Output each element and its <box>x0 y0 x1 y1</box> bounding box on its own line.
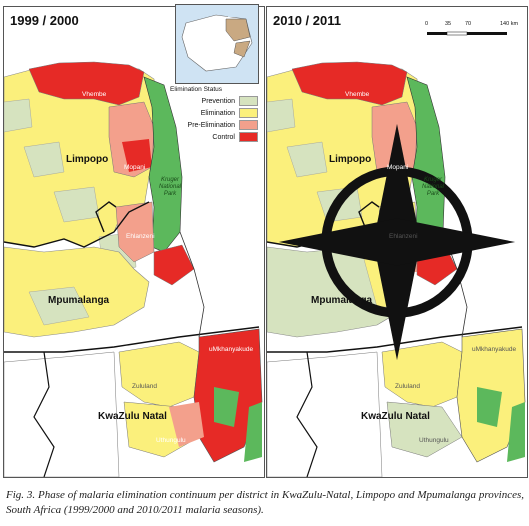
label-uthungulu: Uthungulu <box>156 437 186 444</box>
kzn-zululand <box>118 341 200 408</box>
kzn-border-west <box>33 351 55 477</box>
legend-swatch <box>239 108 258 118</box>
kzn-white-region <box>4 351 120 477</box>
label-mopani: Mopani <box>387 164 409 171</box>
scale-tick-0: 0 <box>425 21 429 27</box>
label-ehlanzeni: Ehlanzeni <box>389 233 418 240</box>
label-vhembe: Vhembe <box>82 91 107 98</box>
prevention-patch-1 <box>23 141 65 178</box>
inset-map-graphic <box>181 9 253 72</box>
legend-label: Elimination <box>200 109 235 117</box>
legend-title: Elimination Status <box>170 86 223 93</box>
legend-swatch <box>239 96 258 106</box>
label-kruger: Kruger National Park <box>158 177 181 197</box>
label-kwazulu: KwaZulu Natal <box>361 411 430 422</box>
vhembe-district <box>28 61 145 106</box>
legend-label: Control <box>212 133 235 141</box>
kzn-zululand <box>381 341 463 408</box>
provincial-border <box>4 201 150 248</box>
kzn-white-region <box>267 351 383 477</box>
kzn-park-green <box>477 387 502 427</box>
legend-label: Pre-Elimination <box>187 121 235 129</box>
kruger-park <box>143 76 183 253</box>
scale-bar: 0 35 70 140 km <box>425 21 525 45</box>
prevention-patch-4 <box>267 98 296 133</box>
scale-tick-35: 35 <box>445 21 452 27</box>
kzn-park-green <box>214 387 239 427</box>
map-panel-2010-2011: 2010 / 2011 0 35 70 140 km Limpopo Mpuma… <box>266 6 528 478</box>
scale-tick-70: 70 <box>465 21 472 27</box>
prevention-patch-4 <box>4 98 33 133</box>
legend-label: Prevention <box>201 97 235 105</box>
prevention-patch-2 <box>53 186 100 223</box>
label-ehlanzeni: Ehlanzeni <box>126 233 155 240</box>
kzn-coast-green <box>244 402 262 462</box>
legend-item-control: Control <box>170 131 258 143</box>
label-umkhanyakude: uMkhanyakude <box>209 346 254 353</box>
kzn-border-west <box>296 351 318 477</box>
legend-item-pre-elimination: Pre-Elimination <box>170 119 258 131</box>
label-mopani: Mopani <box>124 164 146 171</box>
legend-item-elimination: Elimination <box>170 107 258 119</box>
figure-caption: Fig. 3. Phase of malaria elimination con… <box>6 489 524 516</box>
legend-swatch <box>239 120 258 130</box>
prevention-patch-1 <box>286 141 328 178</box>
label-vhembe: Vhembe <box>345 91 370 98</box>
scale-bar-graphic <box>427 31 507 36</box>
label-mpumalanga: Mpumalanga <box>48 295 110 306</box>
scale-tick-140: 140 km <box>500 21 519 27</box>
legend-item-prevention: Prevention <box>170 95 258 107</box>
inset-map-south-africa <box>175 4 259 84</box>
map-panel-1999-2000: 1999 / 2000 Limpopo Mpumalanga KwaZulu N… <box>3 6 265 478</box>
legend: Elimination Status Prevention Eliminatio… <box>170 86 258 143</box>
label-zululand: Zululand <box>132 383 157 390</box>
legend-swatch <box>239 132 258 142</box>
vhembe-district <box>291 61 408 106</box>
label-limpopo: Limpopo <box>66 154 109 165</box>
southern-control-tip <box>153 244 195 286</box>
kzn-coast-green <box>507 402 525 462</box>
label-kwazulu: KwaZulu Natal <box>98 411 167 422</box>
panel-title-left: 1999 / 2000 <box>10 13 79 28</box>
mopani-control-core <box>122 139 152 172</box>
label-umkhanyakude: uMkhanyakude <box>472 346 517 353</box>
label-zululand: Zululand <box>395 383 420 390</box>
label-limpopo: Limpopo <box>329 154 372 165</box>
kzn-uthungulu <box>386 401 463 458</box>
kzn-pre-elim <box>169 402 204 447</box>
map-1999-2000 <box>4 61 263 477</box>
label-kruger: Kruger National Park <box>421 177 444 197</box>
label-mpumalanga: Mpumalanga <box>311 295 373 306</box>
coastline <box>179 231 205 338</box>
mpumalanga-prevention <box>28 286 90 326</box>
panel-title-right: 2010 / 2011 <box>273 13 341 28</box>
label-uthungulu: Uthungulu <box>419 437 449 444</box>
compass-rose-icon <box>278 123 516 361</box>
